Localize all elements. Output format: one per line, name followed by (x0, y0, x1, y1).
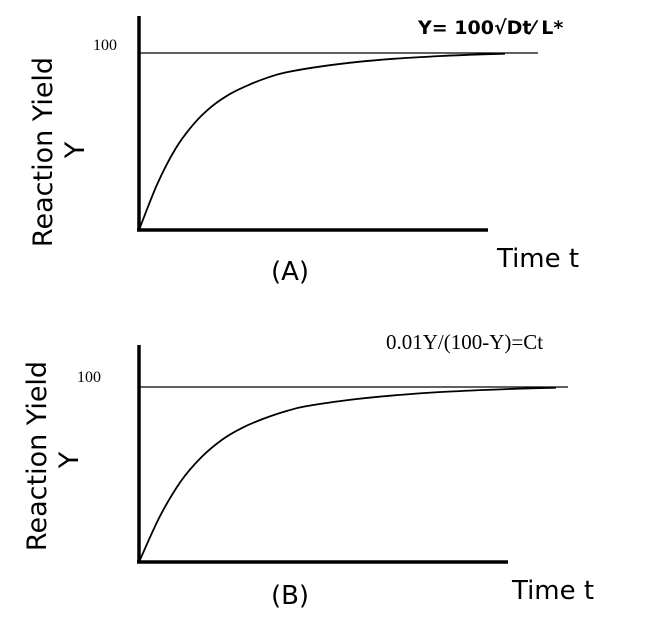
ytick-label-100-b: 100 (77, 369, 101, 386)
xlabel-b: Time t (511, 576, 594, 606)
formula-b: 0.01Y/(100-Y)=Ct (386, 330, 543, 354)
xlabel-a: Time t (496, 244, 579, 274)
panel-label-b: (B) (271, 581, 309, 611)
ytick-label-100-a: 100 (93, 37, 117, 54)
panel-a: Reaction Yield Y 100 Y= 100√Dt⁄ L* (A) T… (28, 16, 579, 287)
ylabel-a: Reaction Yield (28, 57, 59, 247)
formula-a: Y= 100√Dt⁄ L* (417, 17, 563, 39)
data-curve-b (138, 386, 557, 563)
ylabel-symbol-a: Y (60, 141, 91, 159)
ylabel-symbol-b: Y (54, 451, 85, 469)
ylabel-b: Reaction Yield (22, 361, 53, 551)
panel-b: Reaction Yield Y 100 0.01Y/(100-Y)=Ct (B… (22, 330, 594, 611)
panel-label-a: (A) (271, 257, 309, 287)
data-curve-a (138, 52, 506, 231)
